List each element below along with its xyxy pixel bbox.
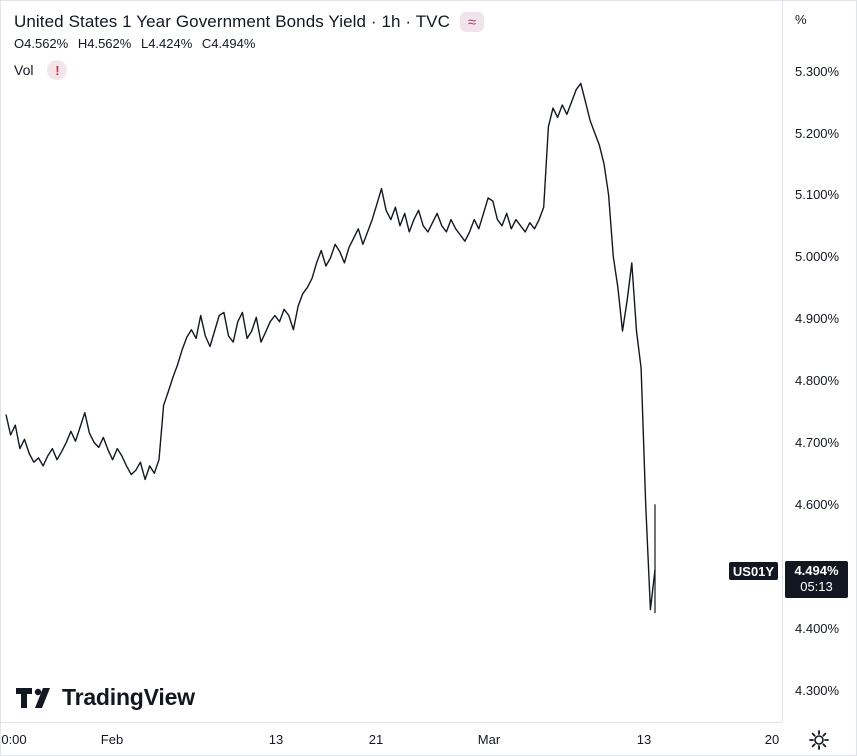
chart-title[interactable]: United States 1 Year Government Bonds Yi…: [14, 12, 450, 31]
price-tick-label: 4.300%: [795, 683, 840, 698]
volume-row: Vol !: [14, 60, 484, 80]
close-label: C: [201, 36, 212, 51]
time-scale[interactable]: 0:00 Feb 13 21 Mar 13 20: [0, 722, 782, 755]
open-value: 4.562%: [24, 36, 69, 51]
volume-label[interactable]: Vol: [14, 62, 34, 78]
price-tick-label: 5.200%: [795, 126, 840, 141]
high-label: H: [77, 36, 88, 51]
price-tick-label: 4.400%: [795, 621, 840, 636]
price-plot[interactable]: [0, 0, 782, 722]
time-tick-label: Mar: [477, 732, 501, 747]
low-label: L: [140, 36, 149, 51]
time-tick-label: 20: [764, 732, 780, 747]
last-price-badge: 4.494% 05:13: [785, 561, 848, 598]
title-row: United States 1 Year Government Bonds Yi…: [14, 12, 484, 32]
tradingview-wordmark: TradingView: [62, 684, 195, 710]
price-tick-label: 5.300%: [795, 64, 840, 79]
price-tick-label: 4.800%: [795, 373, 840, 388]
price-scale[interactable]: % 5.300% 5.200% 5.100% 5.000% 4.900% 4.8…: [782, 0, 856, 722]
time-tick-label: 13: [636, 732, 652, 747]
gear-icon[interactable]: [808, 729, 830, 751]
time-tick-label: 21: [368, 732, 384, 747]
tradingview-logo-icon: [16, 687, 50, 708]
price-tick-label: 4.900%: [795, 311, 840, 326]
open-label: O: [14, 36, 25, 51]
symbol-badge[interactable]: US01Y: [729, 562, 778, 580]
tradingview-logo[interactable]: TradingView: [16, 684, 195, 711]
price-tick-label: 5.000%: [795, 249, 840, 264]
time-tick-label: 0:00: [1, 732, 27, 747]
time-tick-label: 13: [268, 732, 284, 747]
bar-countdown: 05:13: [800, 579, 833, 594]
ohlc-values: O4.562% H4.562% L4.424% C4.494%: [14, 36, 484, 51]
alert-icon[interactable]: !: [47, 60, 68, 80]
close-value: 4.494%: [211, 36, 256, 51]
legend: United States 1 Year Government Bonds Yi…: [14, 12, 484, 80]
price-tick-label: 4.600%: [795, 497, 840, 512]
chart-pane[interactable]: [0, 0, 782, 722]
price-unit-label: %: [795, 12, 807, 27]
price-tick-label: 5.100%: [795, 187, 840, 202]
time-tick-label: Feb: [100, 732, 124, 747]
last-price-value: 4.494%: [794, 563, 839, 578]
high-value: 4.562%: [87, 36, 132, 51]
low-value: 4.424%: [148, 36, 193, 51]
wave-icon[interactable]: ≈: [460, 12, 484, 32]
yield-series-line: [5, 82, 656, 611]
price-tick-label: 4.700%: [795, 435, 840, 450]
